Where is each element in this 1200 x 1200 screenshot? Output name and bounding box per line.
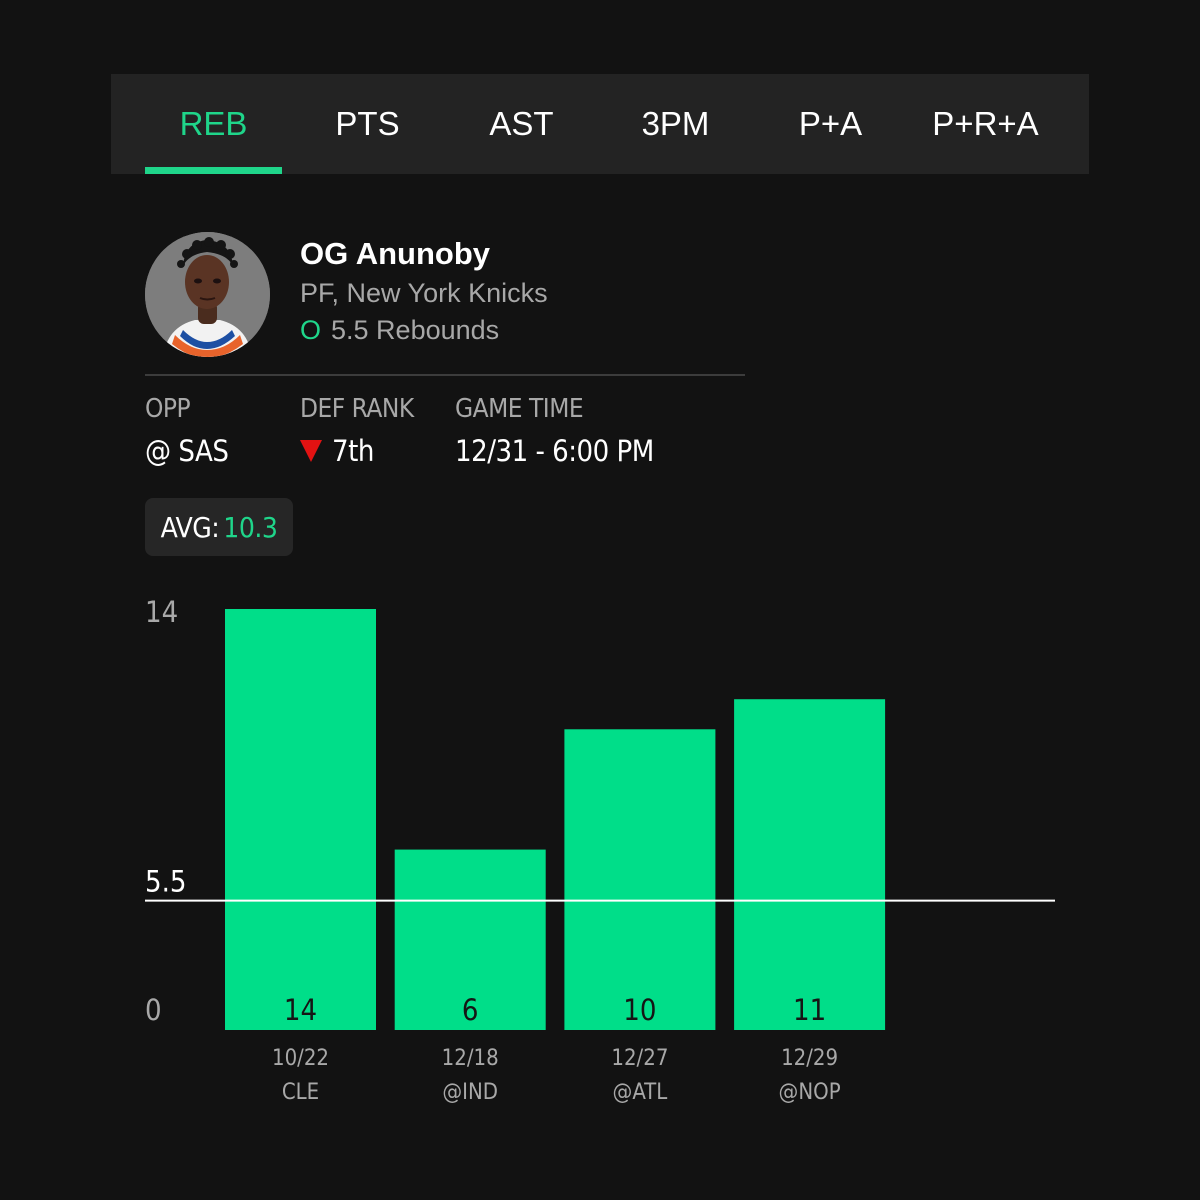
y-tick-label: 0 (145, 993, 162, 1027)
chart-bar (564, 729, 716, 1030)
x-tick-date: 12/27 (611, 1046, 668, 1071)
tab-label: REB (179, 105, 248, 142)
player-name: OG Anunoby (300, 236, 490, 271)
tab-label: P+R+A (932, 105, 1039, 142)
tab-reb[interactable]: REB (145, 74, 282, 174)
stat-tab-bar: REB PTS AST 3PM P+A P+R+A (111, 74, 1089, 174)
x-tick-opponent: @ATL (613, 1080, 668, 1105)
game-time-value: 12/31 - 6:00 PM (455, 434, 654, 468)
tab-p-plus-a[interactable]: P+A (762, 74, 899, 174)
tab-label: PTS (335, 105, 400, 142)
x-tick-date: 12/18 (442, 1046, 499, 1071)
avg-label: AVG: (160, 510, 220, 544)
y-tick-label: 14 (145, 595, 178, 629)
bar-value-label: 6 (462, 993, 479, 1027)
def-rank-text: 7th (332, 434, 374, 468)
tab-label: P+A (798, 105, 863, 142)
chart-bar (734, 699, 886, 1030)
opp-value: @ SAS (145, 434, 229, 468)
down-triangle-icon (300, 440, 322, 462)
x-tick-date: 10/22 (272, 1046, 329, 1071)
opp-label: OPP (145, 394, 191, 424)
x-tick-date: 12/29 (781, 1046, 838, 1071)
average-badge: AVG: 10.3 (145, 498, 293, 556)
tab-label: AST (489, 105, 554, 142)
over-under-marker: O (300, 315, 322, 345)
x-tick-opponent: CLE (282, 1080, 319, 1105)
player-position-team: PF, New York Knicks (300, 278, 548, 308)
bar-value-label: 14 (284, 993, 317, 1027)
bar-value-label: 10 (623, 993, 656, 1027)
player-photo (145, 232, 270, 357)
section-divider (145, 374, 745, 376)
tab-ast[interactable]: AST (453, 74, 590, 174)
rebounds-bar-chart: 14 10/22 CLE 6 12/18 @IND 10 12/27 @ATL 11 12/29 @N… (145, 595, 1055, 1105)
tab-3pm[interactable]: 3PM (607, 74, 744, 174)
chart-bar (225, 609, 376, 1030)
avg-value: 10.3 (223, 510, 278, 544)
prop-line-text: 5.5 Rebounds (331, 315, 500, 345)
x-tick-opponent: @NOP (779, 1080, 841, 1105)
chart-bar (394, 849, 546, 1030)
tab-label: 3PM (641, 105, 710, 142)
tab-pts[interactable]: PTS (299, 74, 436, 174)
prop-line: O 5.5 Rebounds (300, 315, 499, 346)
bar-value-label: 11 (793, 993, 826, 1027)
x-tick-opponent: @IND (442, 1080, 498, 1105)
player-avatar (145, 232, 270, 357)
game-time-label: GAME TIME (455, 394, 584, 424)
def-rank-value: 7th (300, 434, 374, 468)
def-rank-label: DEF RANK (300, 394, 414, 424)
tab-p-plus-r-plus-a[interactable]: P+R+A (917, 74, 1054, 174)
active-tab-indicator (145, 167, 282, 174)
y-tick-label: 5.5 (145, 865, 186, 899)
